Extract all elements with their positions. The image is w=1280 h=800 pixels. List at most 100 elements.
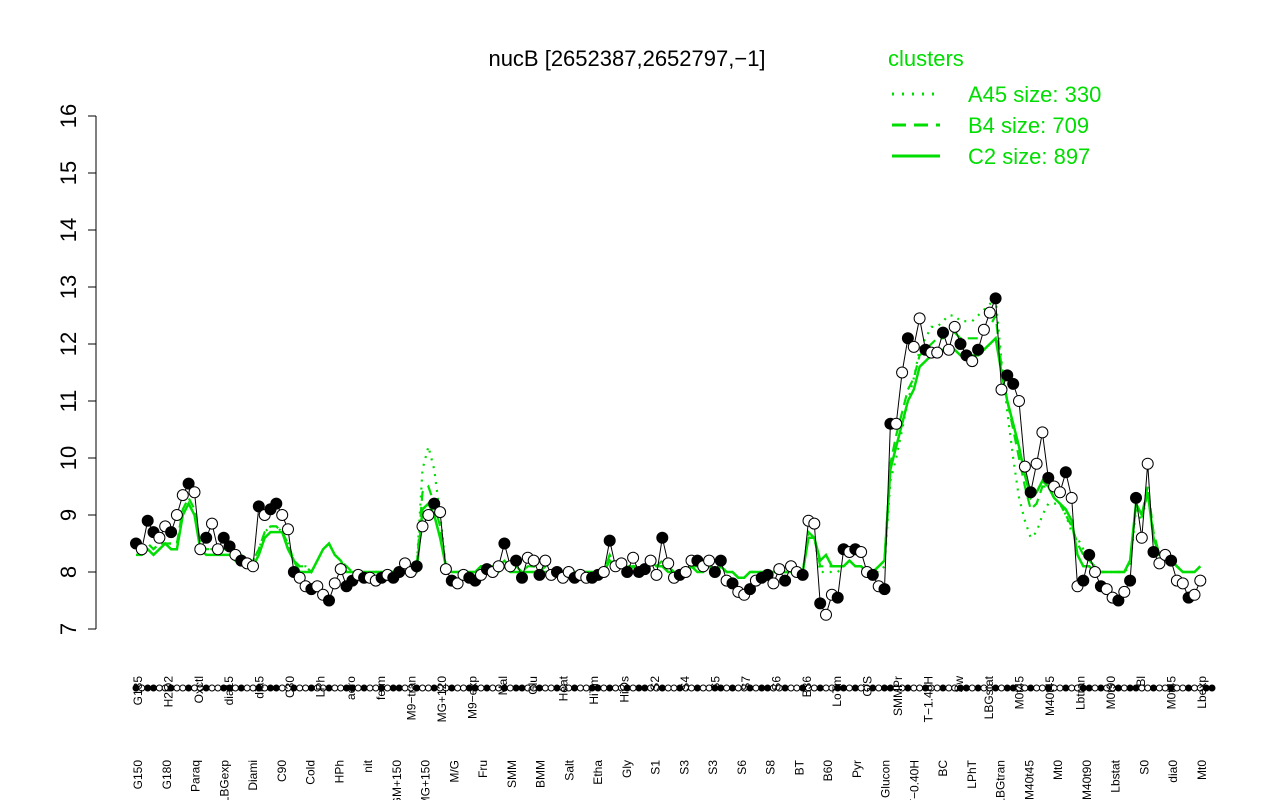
x-tick-label-lower: dia0 — [1166, 760, 1180, 783]
data-point — [709, 567, 720, 578]
x-tick-label-upper: M9−exp — [465, 676, 479, 719]
data-point — [657, 532, 668, 543]
x-tick-label-lower: nit — [361, 759, 375, 772]
x-tick-mark — [519, 685, 525, 691]
x-tick-label-lower: BC — [936, 760, 950, 777]
x-tick-label-lower: Cold — [304, 760, 318, 785]
x-tick-label-upper: HiOs — [617, 676, 631, 703]
x-tick-label-upper: Heat — [557, 675, 571, 701]
x-tick-label-upper: G/S — [861, 676, 875, 697]
x-tick-mark — [490, 685, 496, 691]
x-tick-mark — [180, 685, 186, 691]
x-tick-mark — [1180, 685, 1186, 691]
x-tick-mark — [694, 685, 700, 691]
data-point — [248, 561, 259, 572]
y-tick-label: 15 — [56, 161, 81, 185]
data-point — [142, 515, 153, 526]
y-tick-label: 8 — [56, 566, 81, 578]
x-tick-label-lower: Pyr — [850, 760, 864, 778]
x-tick-label-lower: Glucon — [879, 760, 893, 798]
x-tick-label-upper: M0t45 — [1165, 676, 1179, 710]
x-tick-mark — [1151, 685, 1157, 691]
data-point — [201, 532, 212, 543]
data-point — [423, 510, 434, 521]
data-point — [1148, 547, 1159, 558]
x-tick-label-lower: C90 — [275, 760, 289, 782]
cluster-line-solid — [136, 338, 1200, 577]
x-tick-label-lower: G150 — [131, 760, 145, 790]
x-tick-label-lower: Paraq — [189, 760, 203, 792]
data-point — [897, 367, 908, 378]
x-tick-mark — [145, 685, 151, 691]
chart-title: nucB [2652387,2652797,−1] — [488, 46, 765, 71]
x-tick-mark — [425, 685, 431, 691]
x-tick-label-upper: SMMPr — [891, 676, 905, 716]
x-tick-mark — [244, 685, 250, 691]
data-point — [335, 564, 346, 575]
x-tick-label-lower: LPhT — [965, 759, 979, 788]
x-tick-label-upper: H2O2 — [161, 676, 175, 708]
data-point — [1195, 575, 1206, 586]
data-point — [1125, 575, 1136, 586]
x-tick-label-upper: Bl — [1134, 676, 1148, 687]
x-tick-mark — [665, 685, 671, 691]
data-point — [166, 527, 177, 538]
data-point — [1084, 549, 1095, 560]
x-tick-mark — [268, 685, 274, 691]
data-point — [821, 609, 832, 620]
data-point — [680, 567, 691, 578]
legend-entry-b4: B4 size: 709 — [968, 113, 1089, 138]
data-point — [815, 598, 826, 609]
data-point — [832, 592, 843, 603]
x-tick-mark — [1034, 685, 1040, 691]
y-tick-label: 12 — [56, 332, 81, 356]
data-point — [177, 490, 188, 501]
x-tick-mark — [420, 685, 426, 691]
data-point — [943, 344, 954, 355]
data-point — [136, 544, 147, 555]
x-tick-mark — [753, 685, 759, 691]
x-tick-label-lower: M40t90 — [1080, 760, 1094, 800]
x-tick-mark — [1121, 685, 1127, 691]
x-tick-label-upper: MG+120 — [435, 676, 449, 723]
data-point — [207, 518, 218, 529]
x-tick-mark — [882, 685, 888, 691]
x-tick-mark — [332, 685, 338, 691]
data-point — [990, 293, 1001, 304]
x-tick-mark — [823, 685, 829, 691]
data-point — [283, 524, 294, 535]
data-point — [171, 510, 182, 521]
x-tick-mark — [817, 685, 823, 691]
x-tick-mark — [905, 685, 911, 691]
data-point — [534, 569, 545, 580]
x-tick-label-upper: M9−tran — [405, 676, 419, 720]
data-point — [622, 567, 633, 578]
data-point — [1066, 492, 1077, 503]
x-tick-label-upper: LPh — [313, 676, 327, 697]
x-tick-label-lower: BT — [792, 759, 806, 775]
data-point — [891, 418, 902, 429]
data-point — [1014, 396, 1025, 407]
x-tick-mark — [975, 685, 981, 691]
legend-entry-c2: C2 size: 897 — [968, 144, 1090, 169]
x-tick-label-lower: S6 — [735, 760, 749, 775]
x-tick-label-upper: M40t45 — [1043, 676, 1057, 716]
y-tick-label: 14 — [56, 218, 81, 242]
x-tick-mark — [449, 685, 455, 691]
data-point — [914, 313, 925, 324]
x-tick-mark — [548, 685, 554, 691]
x-tick-label-lower: G180 — [160, 760, 174, 790]
data-point — [628, 552, 639, 563]
x-tick-mark — [396, 685, 402, 691]
x-tick-label-lower: MG+150 — [419, 760, 433, 800]
y-tick-label: 10 — [56, 446, 81, 470]
data-point — [1019, 461, 1030, 472]
x-tick-mark — [759, 685, 765, 691]
data-point — [598, 567, 609, 578]
data-point — [949, 321, 960, 332]
data-point — [1189, 589, 1200, 600]
data-point — [780, 575, 791, 586]
data-point — [511, 555, 522, 566]
x-tick-label-upper: aero — [344, 676, 358, 700]
data-point — [329, 578, 340, 589]
